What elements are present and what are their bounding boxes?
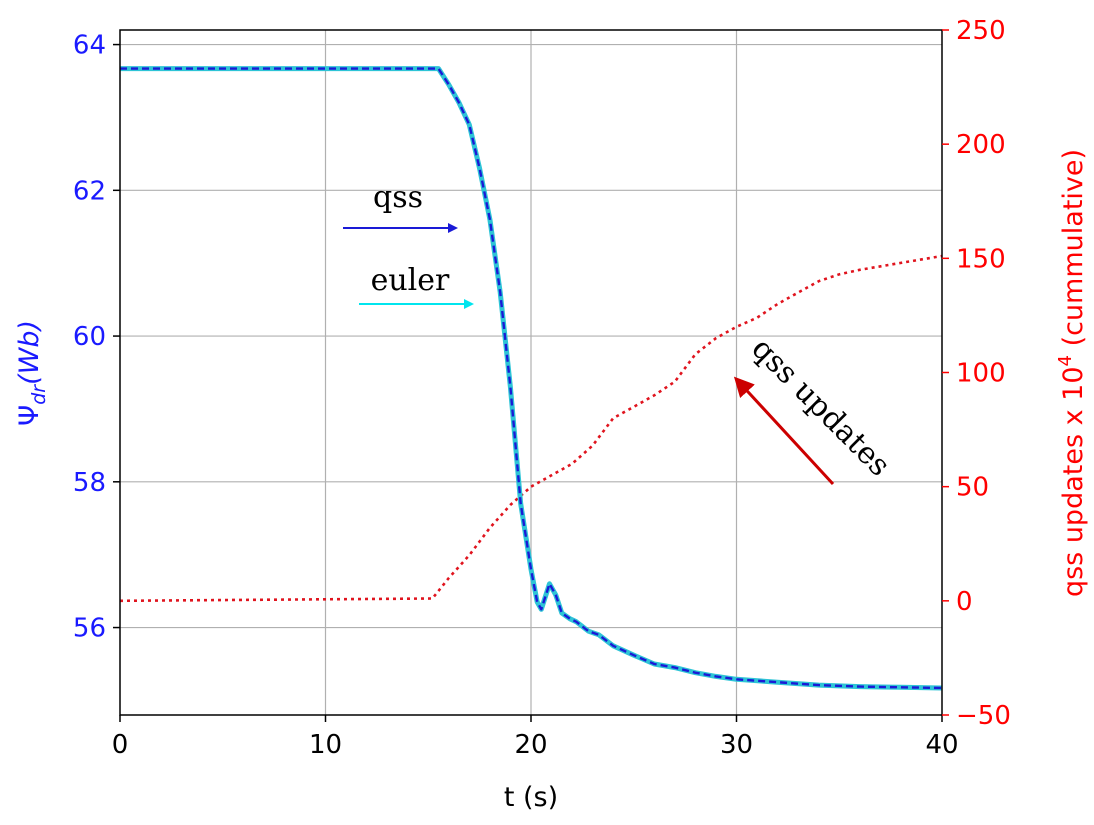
euler-annotation-label: euler — [371, 263, 450, 298]
right-tick-label: 150 — [956, 244, 1006, 274]
right-tick-label: 250 — [956, 16, 1006, 46]
series-layer — [119, 66, 943, 691]
right-y-axis: −50 0 50 100 150 200 250 — [942, 16, 1011, 731]
x-tick-label: 20 — [514, 730, 547, 760]
x-axis-title: t (s) — [504, 782, 558, 813]
x-axis: 0 10 20 30 40 — [112, 715, 959, 760]
right-tick-label: 0 — [956, 587, 973, 617]
qss-updates-annotation-label: qss updates — [745, 331, 897, 483]
left-tick-label: 56 — [73, 614, 106, 644]
left-tick-label: 60 — [73, 322, 106, 352]
series-line-qss-updates — [119, 254, 943, 603]
grid — [120, 30, 942, 715]
right-tick-label: −50 — [956, 701, 1011, 731]
right-tick-label: 100 — [956, 359, 1006, 389]
x-tick-label: 0 — [112, 730, 129, 760]
left-y-axis: 56 58 60 62 64 — [73, 31, 120, 644]
x-tick-label: 40 — [925, 730, 958, 760]
right-tick-label: 200 — [956, 130, 1006, 160]
left-tick-label: 64 — [73, 31, 106, 61]
series-line-qss — [120, 67, 943, 690]
right-axis-title: qss updates x 104 (cummulative) — [1055, 149, 1089, 597]
right-tick-label: 50 — [956, 473, 989, 503]
qss-annotation-label: qss — [373, 180, 423, 215]
qss-updates-annotation-arrow — [733, 376, 835, 486]
left-tick-label: 58 — [73, 468, 106, 498]
left-tick-label: 62 — [73, 176, 106, 206]
x-tick-label: 10 — [309, 730, 342, 760]
x-tick-label: 30 — [720, 730, 753, 760]
left-axis-title: Ψdr(Wb) — [14, 320, 50, 426]
